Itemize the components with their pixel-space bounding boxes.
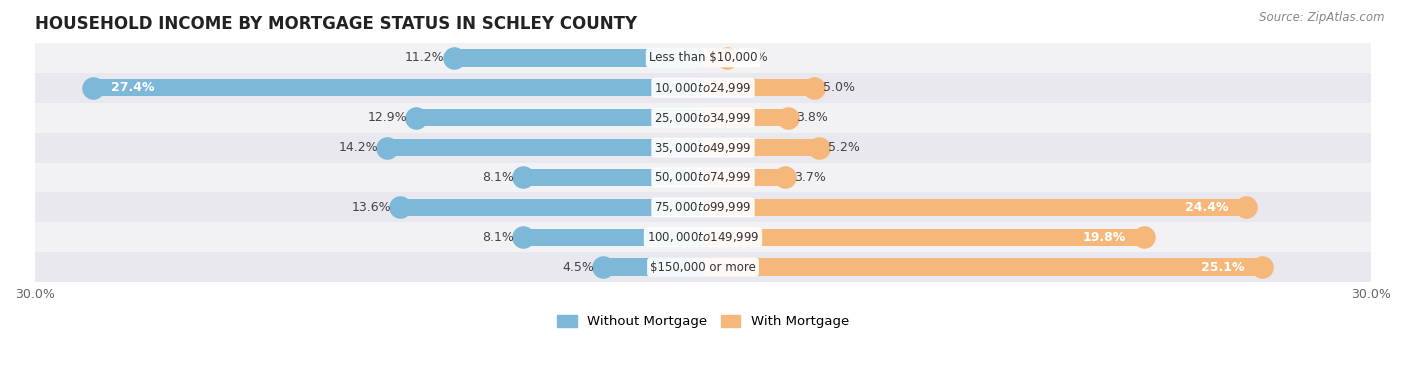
Text: 27.4%: 27.4% — [111, 81, 155, 94]
Text: $35,000 to $49,999: $35,000 to $49,999 — [654, 141, 752, 155]
Bar — [35, 133, 1371, 162]
Bar — [35, 103, 1371, 133]
Text: 1.1%: 1.1% — [737, 51, 768, 64]
Bar — [523, 169, 703, 186]
Text: $10,000 to $24,999: $10,000 to $24,999 — [654, 81, 752, 95]
Text: 19.8%: 19.8% — [1083, 231, 1126, 244]
Text: 3.8%: 3.8% — [797, 111, 828, 124]
Bar — [401, 199, 703, 216]
Bar — [35, 192, 1371, 222]
Text: HOUSEHOLD INCOME BY MORTGAGE STATUS IN SCHLEY COUNTY: HOUSEHOLD INCOME BY MORTGAGE STATUS IN S… — [35, 15, 637, 33]
Text: Source: ZipAtlas.com: Source: ZipAtlas.com — [1260, 11, 1385, 24]
Bar — [35, 43, 1371, 73]
Bar — [703, 79, 814, 97]
Bar — [93, 79, 703, 97]
Bar — [703, 259, 1263, 276]
Text: $50,000 to $74,999: $50,000 to $74,999 — [654, 170, 752, 184]
Text: $75,000 to $99,999: $75,000 to $99,999 — [654, 200, 752, 215]
Bar — [603, 259, 703, 276]
Text: 8.1%: 8.1% — [482, 171, 513, 184]
Text: 13.6%: 13.6% — [352, 201, 391, 214]
Text: 8.1%: 8.1% — [482, 231, 513, 244]
Text: 12.9%: 12.9% — [367, 111, 406, 124]
Text: 4.5%: 4.5% — [562, 261, 593, 274]
Text: $100,000 to $149,999: $100,000 to $149,999 — [647, 230, 759, 244]
Bar — [703, 139, 818, 156]
Bar — [703, 109, 787, 126]
Text: 3.7%: 3.7% — [794, 171, 827, 184]
Text: 14.2%: 14.2% — [339, 141, 378, 154]
Bar — [703, 49, 727, 66]
Bar — [703, 169, 786, 186]
Bar — [35, 252, 1371, 282]
Bar — [703, 228, 1144, 246]
Text: 5.0%: 5.0% — [824, 81, 855, 94]
Bar — [35, 73, 1371, 103]
Text: Less than $10,000: Less than $10,000 — [648, 51, 758, 64]
Bar — [703, 199, 1246, 216]
Text: 11.2%: 11.2% — [405, 51, 444, 64]
Legend: Without Mortgage, With Mortgage: Without Mortgage, With Mortgage — [557, 315, 849, 328]
Bar — [387, 139, 703, 156]
Text: 5.2%: 5.2% — [828, 141, 859, 154]
Text: 25.1%: 25.1% — [1201, 261, 1244, 274]
Bar — [35, 162, 1371, 192]
Bar — [454, 49, 703, 66]
Text: $150,000 or more: $150,000 or more — [650, 261, 756, 274]
Text: $25,000 to $34,999: $25,000 to $34,999 — [654, 110, 752, 125]
Text: 24.4%: 24.4% — [1185, 201, 1229, 214]
Bar — [35, 222, 1371, 252]
Bar — [416, 109, 703, 126]
Bar — [523, 228, 703, 246]
